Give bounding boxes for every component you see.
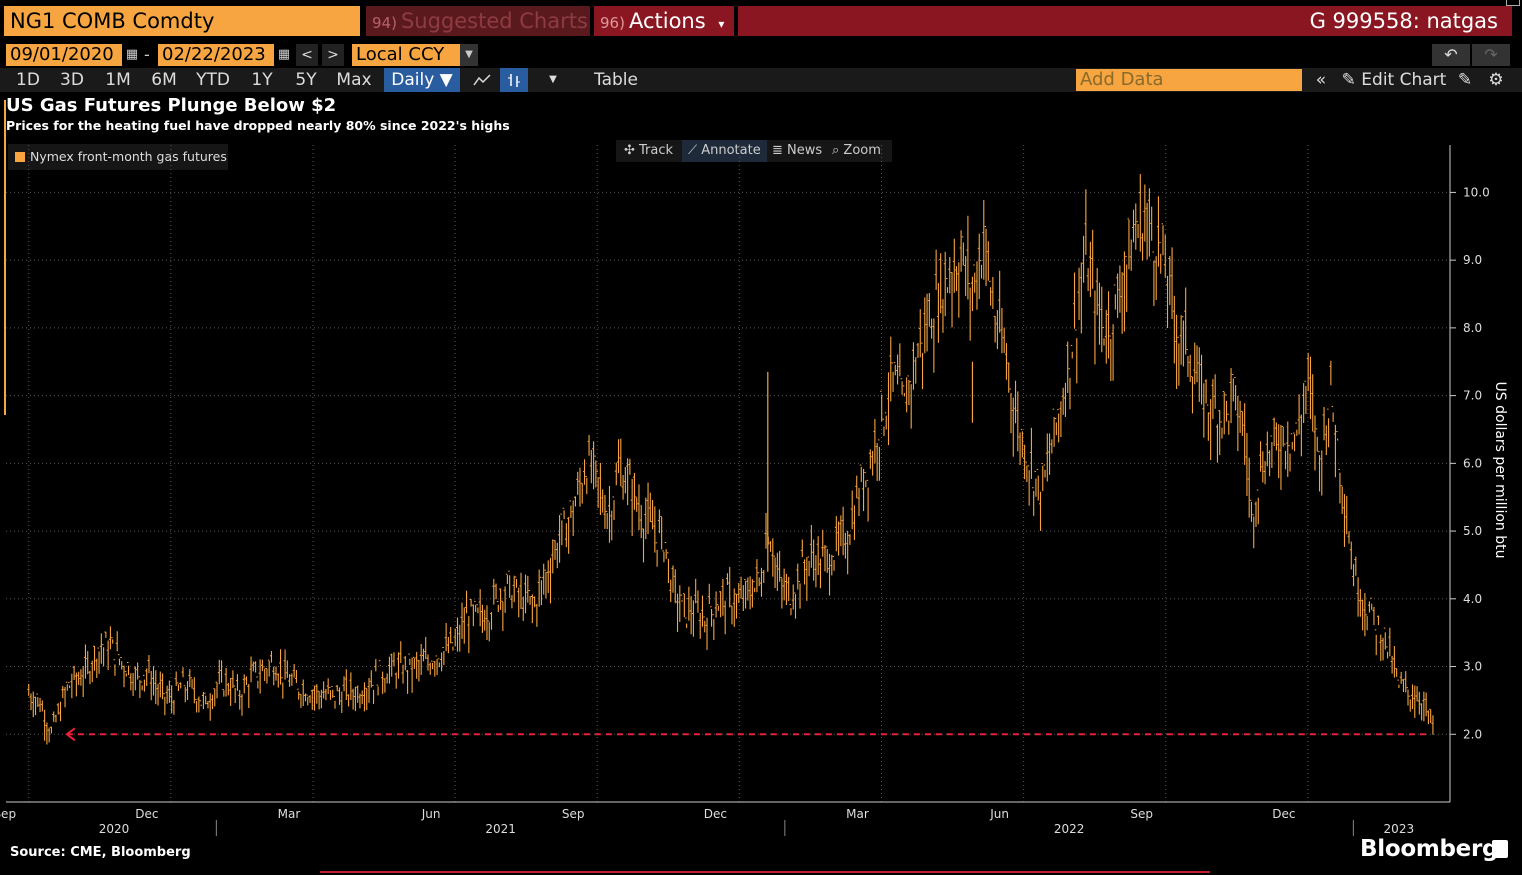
app-icon bbox=[1492, 840, 1508, 858]
y-tick-label: 5.0 bbox=[1463, 524, 1482, 538]
pencil-icon[interactable]: ✎ bbox=[1457, 70, 1473, 90]
x-month-label: Mar bbox=[278, 807, 301, 821]
period-6m[interactable]: 6M bbox=[151, 70, 177, 90]
x-month-label: Jun bbox=[989, 807, 1009, 821]
x-month-label: Sep bbox=[1130, 807, 1153, 821]
actions-number: 96) bbox=[600, 14, 625, 32]
zoom-label: Zoom bbox=[843, 143, 881, 158]
suggested-label: Suggested Charts bbox=[400, 9, 588, 33]
currency-select[interactable]: Local CCY bbox=[352, 44, 460, 66]
chart-id: G 999558: natgas bbox=[1309, 9, 1498, 33]
chart-title: US Gas Futures Plunge Below $2 bbox=[6, 95, 337, 116]
y-tick-label: 10.0 bbox=[1463, 185, 1490, 199]
zoom-tool[interactable]: ⌕ Zoom bbox=[832, 143, 881, 158]
y-tick-label: 7.0 bbox=[1463, 389, 1482, 403]
y-tick-label: 2.0 bbox=[1463, 727, 1482, 741]
period-1y[interactable]: 1Y bbox=[251, 70, 273, 90]
bar-chart-icon[interactable] bbox=[500, 68, 528, 92]
source-note: Source: CME, Bloomberg bbox=[10, 845, 191, 860]
period-3d[interactable]: 3D bbox=[60, 70, 84, 90]
legend-swatch bbox=[15, 152, 25, 162]
y-tick-label: 3.0 bbox=[1463, 660, 1482, 674]
y-tick-label: 8.0 bbox=[1463, 321, 1482, 335]
edit-chart-label: Edit Chart bbox=[1361, 70, 1447, 90]
x-month-label: Sep bbox=[0, 807, 16, 821]
prev-arrow-icon[interactable]: < bbox=[296, 44, 318, 66]
x-month-label: Mar bbox=[846, 807, 869, 821]
x-year-label: 2021 bbox=[485, 822, 516, 836]
track-label: Track bbox=[639, 143, 674, 158]
left-accent-bar bbox=[4, 100, 6, 415]
collapse-icon[interactable]: « bbox=[1315, 70, 1327, 90]
chevron-down-icon: ▾ bbox=[718, 17, 725, 31]
ticker-field[interactable]: NG1 COMB Comdty bbox=[4, 6, 360, 36]
period-1d[interactable]: 1D bbox=[16, 70, 40, 90]
x-month-label: Jun bbox=[421, 807, 441, 821]
line-chart-icon[interactable] bbox=[468, 68, 496, 92]
edit-chart-button[interactable]: ✎ Edit Chart bbox=[1341, 70, 1447, 90]
period-ytd[interactable]: YTD bbox=[196, 70, 230, 90]
actions-label: Actions bbox=[628, 9, 706, 33]
axes: 2.0 3.0 4.0 5.0 6.0 7.0 8.0 9.0 10.0 Sep Dec Mar Jun… bbox=[0, 145, 1490, 836]
add-data-input[interactable]: Add Data bbox=[1076, 69, 1302, 91]
x-year-label: 2020 bbox=[99, 822, 130, 836]
chart-subtitle: Prices for the heating fuel have dropped… bbox=[6, 118, 510, 133]
frequency-select[interactable]: Daily ▼ bbox=[384, 68, 460, 92]
calendar-icon[interactable]: ▦ bbox=[277, 47, 291, 62]
legend-label: Nymex front-month gas futures bbox=[30, 149, 227, 164]
annotate-tool[interactable]: ⟋ Annotate bbox=[682, 140, 767, 162]
x-month-label: Dec bbox=[135, 807, 158, 821]
x-year-label: 2023 bbox=[1384, 822, 1415, 836]
chart-id-bar bbox=[738, 6, 1512, 36]
legend bbox=[8, 144, 228, 170]
bottom-accent-line bbox=[320, 871, 1210, 873]
window-corner-icon bbox=[1506, 0, 1520, 6]
date-separator: - bbox=[144, 45, 150, 64]
suggested-number: 94) bbox=[372, 14, 397, 32]
y-axis-label: US dollars per million btu bbox=[1492, 382, 1508, 559]
annotate-label: Annotate bbox=[701, 143, 761, 158]
next-arrow-icon[interactable]: > bbox=[322, 44, 344, 66]
x-year-label: 2022 bbox=[1054, 822, 1085, 836]
period-1m[interactable]: 1M bbox=[105, 70, 131, 90]
news-label: News bbox=[787, 143, 823, 158]
y-tick-label: 4.0 bbox=[1463, 592, 1482, 606]
end-date-input[interactable]: 02/22/2023 bbox=[158, 44, 274, 66]
bloomberg-logo: Bloomberg bbox=[1360, 836, 1499, 862]
annotation-arrow bbox=[65, 727, 1429, 742]
x-month-label: Dec bbox=[704, 807, 727, 821]
x-month-label: Sep bbox=[562, 807, 585, 821]
gear-icon[interactable]: ⚙ bbox=[1488, 70, 1504, 90]
chevron-down-icon[interactable]: ▼ bbox=[549, 74, 557, 85]
y-tick-label: 6.0 bbox=[1463, 456, 1482, 470]
actions-menu-button[interactable]: 96) Actions ▾ bbox=[594, 6, 734, 36]
x-month-label: Dec bbox=[1272, 807, 1295, 821]
y-tick-label: 9.0 bbox=[1463, 253, 1482, 267]
period-max[interactable]: Max bbox=[336, 70, 372, 90]
track-tool[interactable]: ✣ Track bbox=[624, 143, 674, 158]
news-tool[interactable]: ≣ News bbox=[772, 143, 823, 158]
start-date-input[interactable]: 09/01/2020 bbox=[6, 44, 122, 66]
suggested-charts-button[interactable]: 94) Suggested Charts bbox=[366, 6, 590, 36]
redo-icon[interactable]: ↷ bbox=[1472, 44, 1510, 66]
gridlines bbox=[6, 145, 1450, 802]
undo-icon[interactable]: ↶ bbox=[1432, 44, 1470, 66]
table-button[interactable]: Table bbox=[594, 70, 638, 90]
chevron-down-icon[interactable]: ▼ bbox=[460, 44, 478, 66]
period-5y[interactable]: 5Y bbox=[295, 70, 317, 90]
annotation-arrowhead bbox=[65, 727, 76, 742]
calendar-icon[interactable]: ▦ bbox=[125, 47, 139, 62]
series-nymex-gas bbox=[27, 174, 1434, 745]
